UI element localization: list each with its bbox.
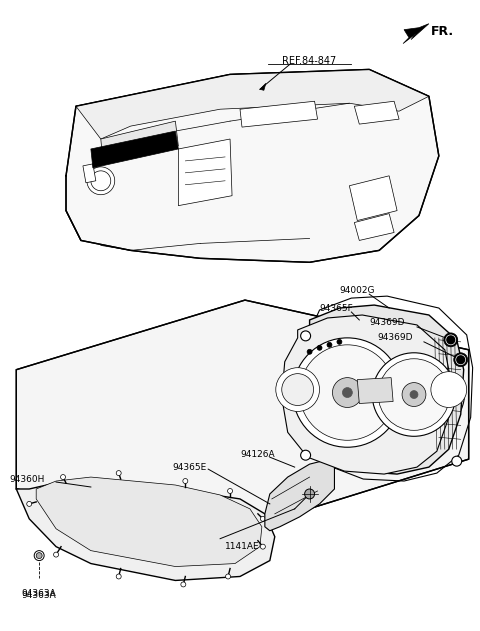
Polygon shape	[101, 121, 179, 161]
Circle shape	[27, 502, 32, 507]
Polygon shape	[16, 481, 275, 581]
Text: 94363A: 94363A	[21, 591, 56, 600]
Circle shape	[260, 544, 265, 549]
Circle shape	[116, 574, 121, 579]
Circle shape	[228, 488, 232, 493]
Circle shape	[402, 382, 426, 406]
Text: REF.84-847: REF.84-847	[282, 57, 336, 66]
Circle shape	[300, 331, 311, 341]
Circle shape	[301, 337, 413, 448]
Circle shape	[378, 359, 450, 430]
Circle shape	[333, 377, 362, 408]
Circle shape	[116, 471, 121, 476]
Circle shape	[300, 450, 311, 460]
Text: 94363A: 94363A	[21, 589, 56, 598]
Circle shape	[317, 345, 322, 350]
Circle shape	[454, 353, 468, 367]
Text: 94360H: 94360H	[9, 475, 45, 483]
Polygon shape	[357, 377, 393, 403]
Circle shape	[372, 353, 456, 436]
Text: 94365E: 94365E	[172, 463, 207, 471]
Polygon shape	[403, 24, 429, 44]
Polygon shape	[76, 69, 429, 139]
Polygon shape	[265, 459, 335, 531]
Polygon shape	[16, 300, 468, 529]
Circle shape	[87, 167, 115, 195]
Circle shape	[300, 345, 395, 440]
Circle shape	[431, 372, 467, 408]
Circle shape	[446, 335, 456, 345]
Text: 94126A: 94126A	[240, 450, 275, 459]
Polygon shape	[295, 305, 464, 474]
Polygon shape	[349, 176, 397, 221]
Circle shape	[293, 338, 402, 447]
Polygon shape	[260, 83, 266, 90]
Circle shape	[377, 349, 465, 436]
Circle shape	[305, 489, 314, 499]
Circle shape	[91, 171, 111, 191]
Polygon shape	[66, 69, 439, 262]
Polygon shape	[91, 131, 179, 168]
Text: 94369D: 94369D	[377, 333, 413, 343]
Circle shape	[260, 516, 265, 521]
Circle shape	[34, 551, 44, 560]
Circle shape	[282, 374, 313, 406]
Circle shape	[60, 475, 65, 480]
Circle shape	[342, 387, 352, 398]
Text: 94002G: 94002G	[339, 286, 375, 295]
Circle shape	[181, 582, 186, 587]
Circle shape	[276, 368, 320, 411]
Circle shape	[226, 574, 230, 579]
Circle shape	[54, 552, 59, 557]
Polygon shape	[282, 315, 451, 474]
Text: FR.: FR.	[431, 25, 454, 38]
Circle shape	[456, 355, 466, 365]
Text: 1141AE: 1141AE	[225, 542, 260, 551]
Circle shape	[410, 391, 418, 399]
Polygon shape	[83, 164, 96, 183]
Circle shape	[307, 350, 312, 354]
Polygon shape	[179, 139, 232, 206]
Circle shape	[452, 456, 462, 466]
Circle shape	[183, 478, 188, 483]
Text: 94365F: 94365F	[320, 304, 353, 312]
Circle shape	[36, 553, 42, 558]
Circle shape	[337, 339, 342, 345]
Text: 94369D: 94369D	[369, 319, 405, 327]
Polygon shape	[36, 477, 262, 567]
Circle shape	[444, 333, 458, 347]
Polygon shape	[240, 101, 318, 127]
Polygon shape	[354, 213, 394, 240]
Circle shape	[327, 343, 332, 347]
Polygon shape	[354, 101, 399, 124]
